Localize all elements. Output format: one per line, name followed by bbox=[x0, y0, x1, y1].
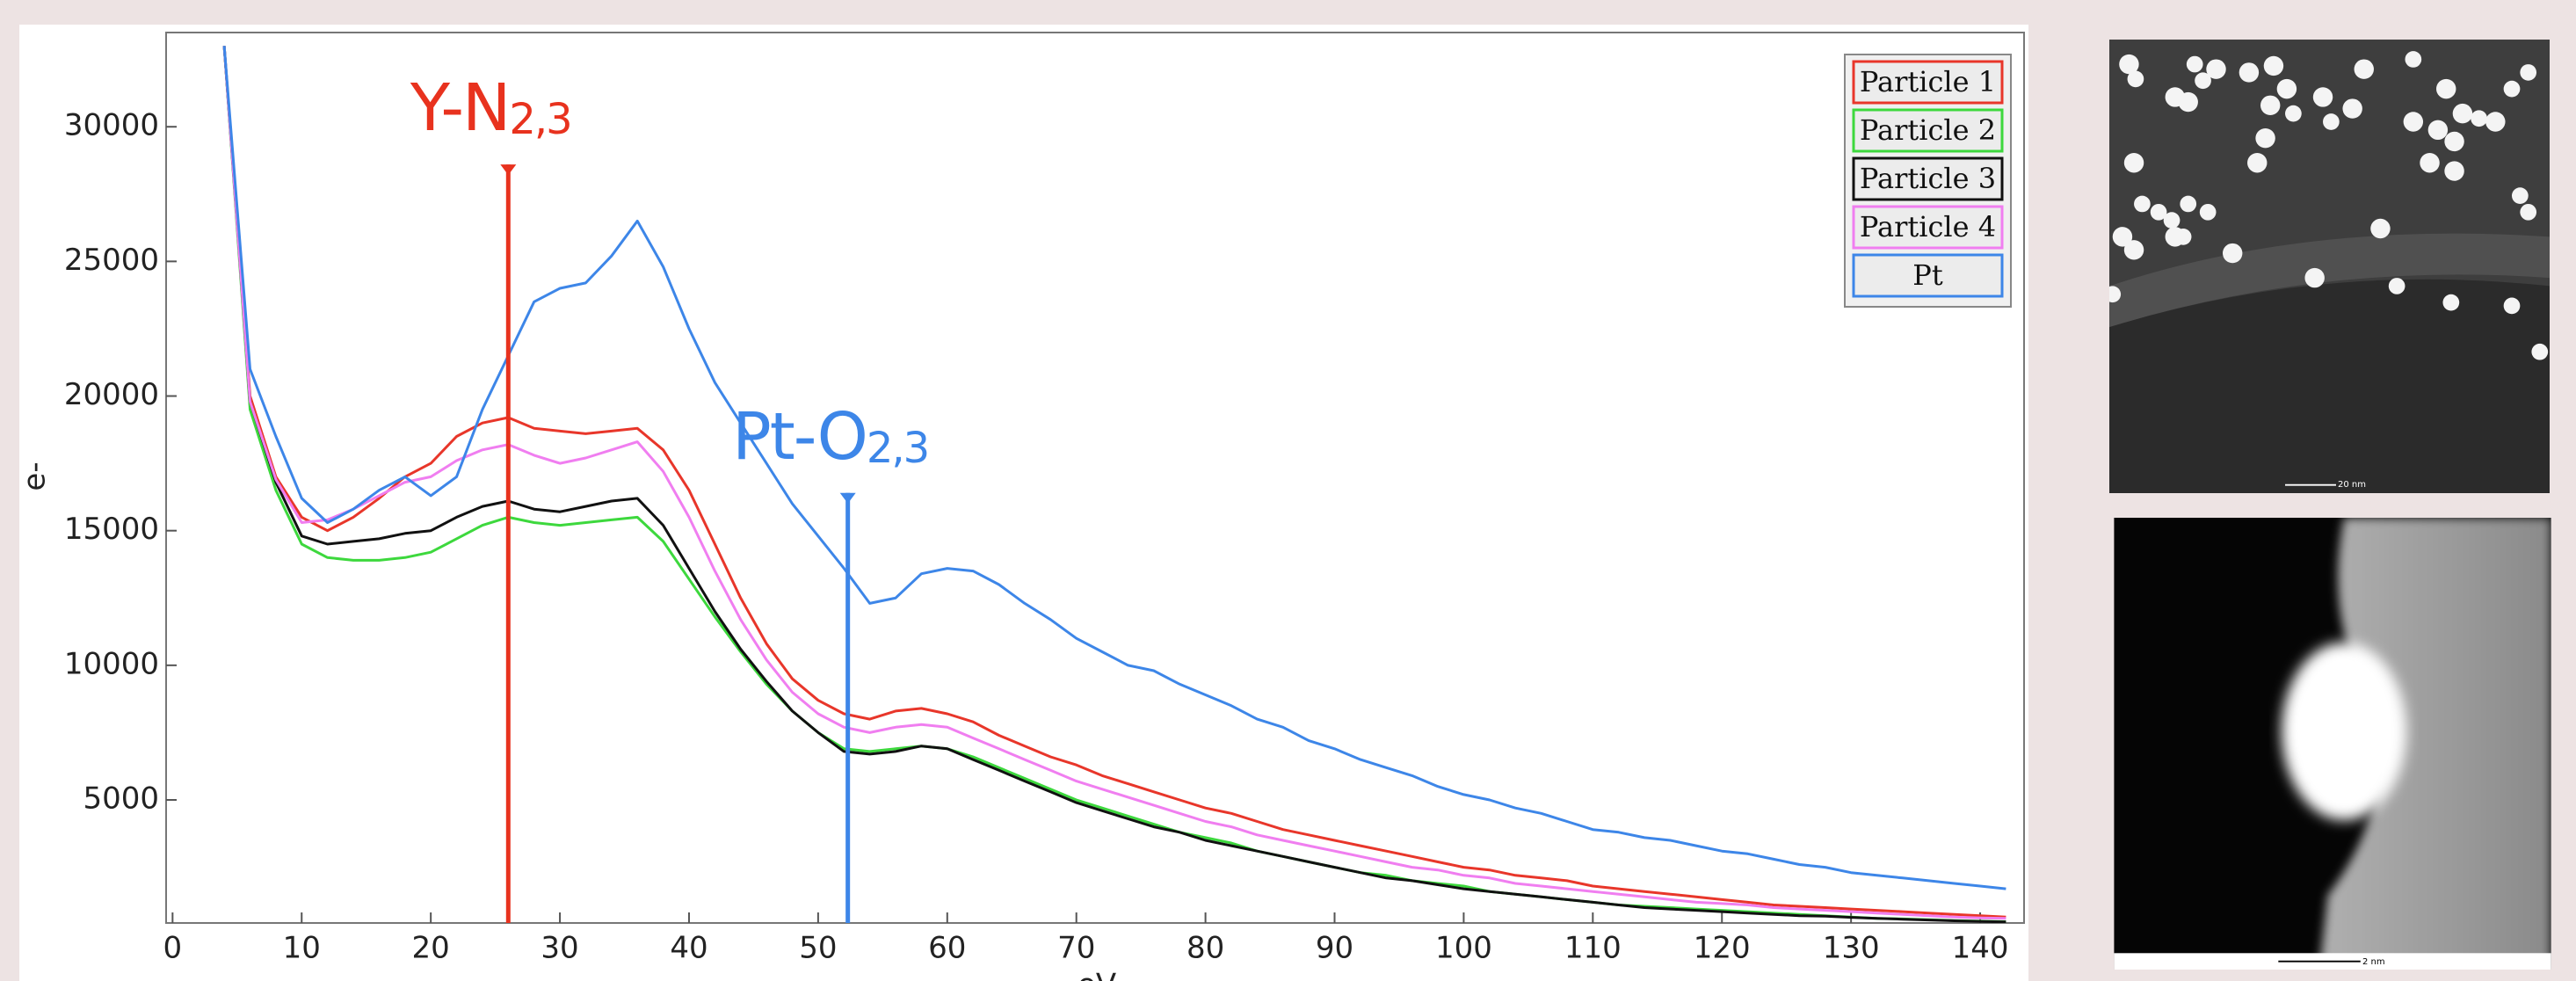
x-tick-label: 90 bbox=[1316, 931, 1353, 966]
x-tick-label: 140 bbox=[1952, 931, 2009, 966]
legend-swatch bbox=[1852, 108, 2004, 153]
x-tick-label: 50 bbox=[799, 931, 837, 966]
legend-label: Particle 3 bbox=[1860, 162, 1996, 195]
x-tick-label: 120 bbox=[1694, 931, 1751, 966]
y-tick-label: 5000 bbox=[83, 781, 159, 817]
x-tick-label: 30 bbox=[541, 931, 578, 966]
x-tick-label: 110 bbox=[1564, 931, 1622, 966]
y-tick-label: 20000 bbox=[64, 377, 159, 412]
x-tick-label: 0 bbox=[163, 931, 183, 966]
x-tick-label: 60 bbox=[928, 931, 966, 966]
annotation-label: Y-N2,3 bbox=[410, 70, 571, 146]
y-tick-label: 25000 bbox=[64, 243, 159, 278]
legend-label: Particle 4 bbox=[1860, 210, 1996, 243]
x-tick-label: 10 bbox=[283, 931, 321, 966]
x-tick-label: 20 bbox=[412, 931, 450, 966]
annotation-sub: 2,3 bbox=[509, 95, 570, 144]
series-line bbox=[222, 46, 2006, 890]
annotation-cap bbox=[839, 492, 856, 504]
x-tick-label: 70 bbox=[1057, 931, 1095, 966]
legend-label: Particle 1 bbox=[1860, 65, 1996, 98]
x-tick-label: 40 bbox=[670, 931, 707, 966]
y-tick-label: 30000 bbox=[64, 108, 159, 143]
y-tick-label: 10000 bbox=[64, 646, 159, 681]
scale-label: 2 nm bbox=[2362, 957, 2385, 967]
legend-swatch bbox=[1852, 156, 2004, 201]
annotation-cap bbox=[500, 164, 517, 176]
legend-swatch bbox=[1852, 253, 2004, 298]
plot-frame bbox=[165, 32, 2025, 924]
scale-label: 20 nm bbox=[2338, 480, 2366, 490]
legend-label: Pt bbox=[1912, 258, 1943, 292]
x-tick-label: 80 bbox=[1186, 931, 1224, 966]
series-line bbox=[222, 46, 2006, 923]
x-axis-label: eV bbox=[1078, 968, 1116, 981]
legend-swatch bbox=[1852, 60, 2004, 105]
annotation-sub: 2,3 bbox=[867, 424, 928, 473]
series-line bbox=[222, 46, 2006, 920]
legend-swatch bbox=[1852, 205, 2004, 250]
y-tick-label: 15000 bbox=[64, 512, 159, 547]
annotation-label: Pt-O2,3 bbox=[732, 398, 928, 474]
series-group bbox=[222, 46, 2006, 923]
annotation-text: Pt-O bbox=[732, 398, 867, 474]
legend-label: Particle 2 bbox=[1860, 113, 1996, 147]
y-axis-label: e- bbox=[18, 461, 53, 490]
chart-panel bbox=[19, 25, 2028, 981]
micrograph-top bbox=[2109, 40, 2550, 493]
series-line bbox=[222, 46, 2006, 919]
annotation-text: Y-N bbox=[410, 70, 509, 146]
micrograph-bottom bbox=[2114, 518, 2551, 970]
x-tick-label: 130 bbox=[1823, 931, 1880, 966]
x-tick-label: 100 bbox=[1435, 931, 1492, 966]
